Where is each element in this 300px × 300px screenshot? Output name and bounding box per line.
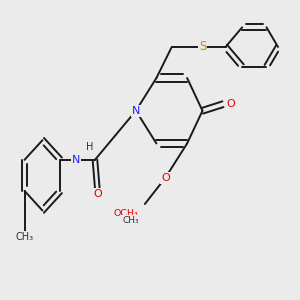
Text: O: O — [93, 189, 102, 199]
Text: S: S — [199, 40, 206, 53]
Text: N: N — [132, 106, 140, 116]
Text: CH₃: CH₃ — [122, 216, 139, 225]
Text: CH₃: CH₃ — [16, 232, 34, 242]
Text: O: O — [161, 173, 170, 183]
Text: H: H — [86, 142, 94, 152]
Text: N: N — [72, 155, 80, 165]
Text: O: O — [226, 99, 235, 109]
Text: OCH₃: OCH₃ — [113, 209, 138, 218]
